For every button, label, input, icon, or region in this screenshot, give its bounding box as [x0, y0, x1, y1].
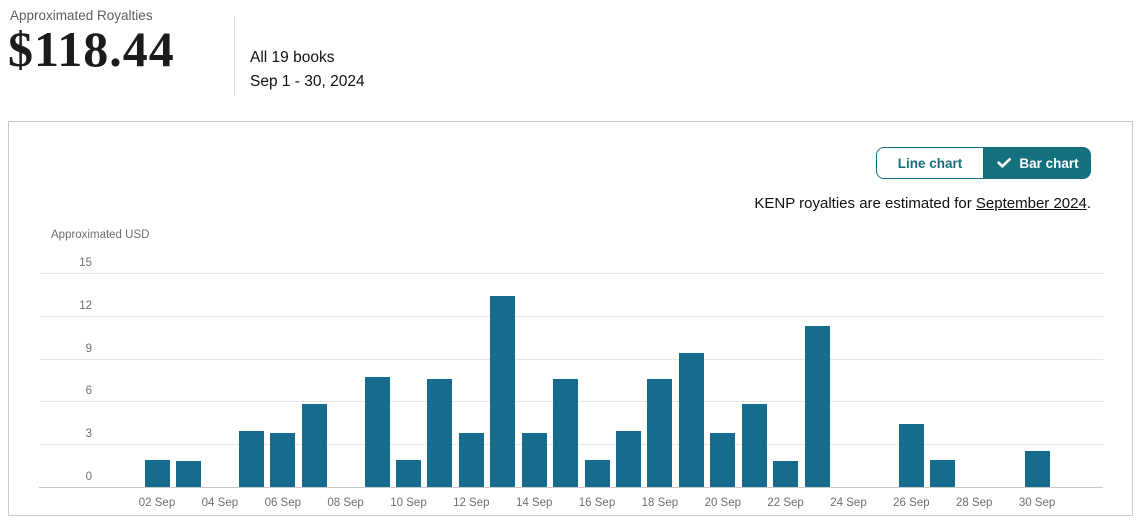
bar-20-sep[interactable] — [710, 433, 736, 487]
bar-22-sep[interactable] — [773, 461, 799, 487]
chart-card: Line chart Bar chart KENP royalties are … — [8, 121, 1133, 516]
bar-30-sep[interactable] — [1024, 451, 1050, 487]
bar-chart-plot: 0 3 6 9 12 15 02 Sep 04 Sep 06 Sep 08 Sep 10 Sep 12… — [39, 257, 1103, 509]
y-tick-label: 3 — [85, 428, 92, 440]
date-range: Sep 1 - 30, 2024 — [250, 73, 365, 90]
kenp-month-link[interactable]: September 2024 — [975, 195, 1087, 212]
bar-03-sep[interactable] — [176, 461, 201, 487]
y-tick-label: 0 — [85, 471, 92, 483]
x-tick-label: 08 Sep — [327, 497, 364, 509]
bar-26-sep[interactable] — [898, 424, 924, 487]
kenp-note-text: KENP royalties are estimated for — [754, 195, 976, 212]
bar-12-sep[interactable] — [458, 433, 484, 487]
y-tick-label: 9 — [85, 343, 92, 355]
gridline — [39, 487, 1103, 488]
bar-09-sep[interactable] — [364, 377, 390, 487]
gridline — [39, 316, 1103, 317]
royalties-header-label: Approximated Royalties — [10, 8, 153, 23]
y-tick-label: 12 — [79, 300, 92, 312]
x-tick-label: 26 Sep — [893, 497, 930, 509]
checkmark-icon — [997, 158, 1012, 168]
gridline — [39, 359, 1103, 360]
bar-14-sep[interactable] — [521, 433, 547, 487]
bar-27-sep[interactable] — [930, 460, 956, 487]
bar-10-sep[interactable] — [396, 460, 421, 487]
kenp-note-period: . — [1086, 195, 1091, 212]
bar-06-sep[interactable] — [270, 433, 296, 487]
x-tick-label: 28 Sep — [955, 497, 993, 509]
bar-15-sep[interactable] — [553, 379, 579, 487]
x-tick-label: 30 Sep — [1018, 497, 1056, 509]
bar-chart-button[interactable]: Bar chart — [984, 147, 1091, 179]
x-tick-label: 24 Sep — [830, 497, 867, 509]
line-chart-button[interactable]: Line chart — [876, 147, 984, 179]
header-divider — [234, 17, 235, 97]
y-tick-label: 6 — [85, 385, 92, 397]
chart-type-toggle: Line chart Bar chart — [876, 147, 1091, 179]
y-tick-label: 15 — [79, 257, 92, 269]
bar-07-sep[interactable] — [301, 404, 327, 487]
gridline — [39, 273, 1103, 274]
x-tick-label: 06 Sep — [264, 497, 302, 509]
bar-16-sep[interactable] — [584, 460, 610, 487]
x-tick-label: 02 Sep — [138, 497, 176, 509]
bar-21-sep[interactable] — [741, 404, 767, 487]
bar-23-sep[interactable] — [804, 326, 830, 487]
x-tick-label: 22 Sep — [767, 497, 804, 509]
bar-05-sep[interactable] — [238, 431, 264, 487]
x-tick-label: 20 Sep — [704, 497, 742, 509]
x-tick-label: 16 Sep — [578, 497, 616, 509]
bar-02-sep[interactable] — [144, 460, 170, 487]
x-tick-label: 18 Sep — [641, 497, 679, 509]
y-axis-title: Approximated USD — [51, 229, 150, 241]
bar-19-sep[interactable] — [678, 353, 704, 487]
royalties-amount: $118.44 — [8, 21, 175, 77]
x-tick-label: 10 Sep — [390, 497, 427, 509]
bar-11-sep[interactable] — [427, 379, 453, 487]
bar-13-sep[interactable] — [490, 296, 516, 487]
kenp-note: KENP royalties are estimated for Septemb… — [754, 195, 1091, 212]
bar-18-sep[interactable] — [647, 379, 673, 487]
bar-chart-button-label: Bar chart — [1019, 155, 1079, 171]
x-tick-label: 14 Sep — [515, 497, 553, 509]
x-tick-label: 04 Sep — [201, 497, 239, 509]
bar-17-sep[interactable] — [616, 431, 641, 487]
x-tick-label: 12 Sep — [453, 497, 490, 509]
books-scope: All 19 books — [250, 49, 335, 66]
